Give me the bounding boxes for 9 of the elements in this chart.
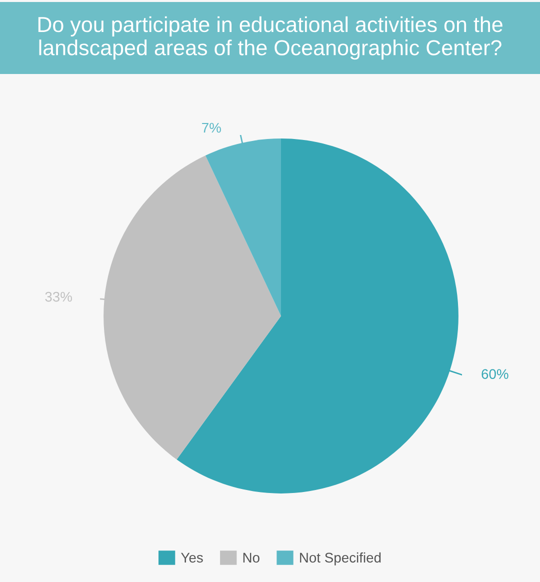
data-label: 7% [202,122,221,133]
legend-label: No [243,552,260,563]
pie-slice [104,155,281,460]
legend-label: Yes [181,552,203,563]
pie-slice [176,138,458,494]
pie-slice [205,138,281,316]
data-label: 60% [482,369,508,379]
chart-title: Do you participate in educational activities on the landscaped areas of the Oceanographic Center? [38,16,502,60]
legend-label: Not Specified [300,552,381,566]
